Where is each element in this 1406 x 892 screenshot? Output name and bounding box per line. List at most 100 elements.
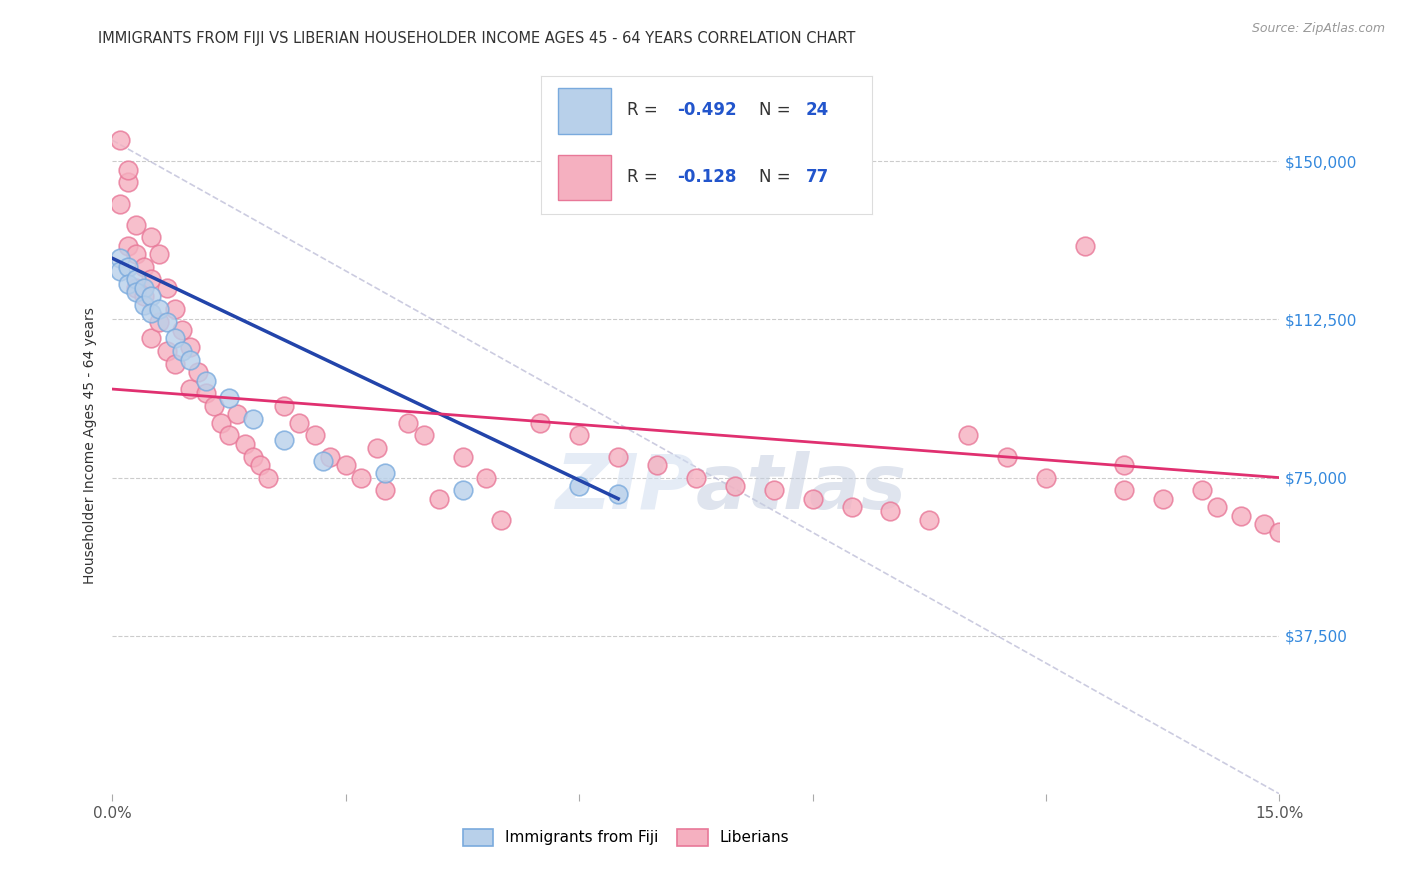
Point [163,357,186,371]
Point [335,458,357,472]
Point [117,260,139,274]
Point [1385,584,1406,599]
Text: ZIP: ZIP [557,450,696,524]
Point [1112,483,1135,498]
Point [607,487,630,501]
Point [1284,533,1306,548]
Point [273,399,295,413]
Y-axis label: Householder Income Ages 45 - 64 years: Householder Income Ages 45 - 64 years [83,308,97,584]
Text: N =: N = [759,168,796,186]
Point [529,416,551,430]
Point [568,428,591,442]
Point [187,365,209,379]
Point [110,196,132,211]
Point [762,483,785,498]
Point [1206,500,1229,515]
Point [156,344,179,359]
Point [148,301,170,316]
Point [179,340,201,354]
Point [685,470,707,484]
Point [125,272,148,286]
Point [148,247,170,261]
Point [141,230,163,244]
Point [179,352,201,367]
Point [117,162,139,177]
Point [117,176,139,190]
Point [1330,555,1353,569]
Point [475,470,498,484]
Point [1112,458,1135,472]
Point [125,247,148,261]
Point [117,238,139,252]
Point [156,315,179,329]
Point [995,450,1018,464]
Point [273,433,295,447]
Point [218,428,240,442]
Point [141,331,163,345]
Point [374,483,396,498]
Point [233,437,256,451]
Text: Source: ZipAtlas.com: Source: ZipAtlas.com [1251,22,1385,36]
Point [724,479,747,493]
Point [156,281,179,295]
Point [110,252,132,266]
Point [841,500,863,515]
Text: atlas: atlas [696,450,907,524]
Point [125,281,148,295]
Point [396,416,419,430]
Point [1346,563,1368,577]
Text: 24: 24 [806,102,830,120]
Point [319,450,342,464]
Point [125,218,148,232]
Point [1253,516,1275,531]
Point [132,281,155,295]
Point [110,133,132,147]
Point [374,467,396,481]
Point [304,428,326,442]
Text: R =: R = [627,168,664,186]
Point [242,450,264,464]
Point [141,272,163,286]
Point [879,504,901,518]
Point [257,470,280,484]
Point [110,264,132,278]
Point [288,416,311,430]
Point [1361,572,1384,586]
Point [132,289,155,303]
Point [194,374,217,388]
Text: N =: N = [759,102,796,120]
Point [141,306,163,320]
Point [1191,483,1213,498]
Point [607,450,630,464]
Point [451,483,474,498]
Point [163,301,186,316]
FancyBboxPatch shape [558,88,610,134]
Point [202,399,225,413]
Point [957,428,980,442]
Point [132,260,155,274]
Point [172,323,194,337]
Point [366,441,388,455]
Point [568,479,591,493]
Point [242,411,264,425]
Point [172,344,194,359]
Point [1035,470,1057,484]
Point [1299,542,1322,557]
Point [350,470,373,484]
Point [1308,550,1330,565]
Point [1229,508,1251,523]
Point [1152,491,1174,506]
Point [427,491,450,506]
Point [801,491,824,506]
Text: R =: R = [627,102,664,120]
Point [117,277,139,291]
Text: -0.492: -0.492 [676,102,737,120]
Point [1369,576,1392,591]
Point [141,289,163,303]
FancyBboxPatch shape [558,154,610,201]
Point [491,513,513,527]
Point [148,315,170,329]
Point [209,416,232,430]
Text: -0.128: -0.128 [676,168,737,186]
Point [218,391,240,405]
